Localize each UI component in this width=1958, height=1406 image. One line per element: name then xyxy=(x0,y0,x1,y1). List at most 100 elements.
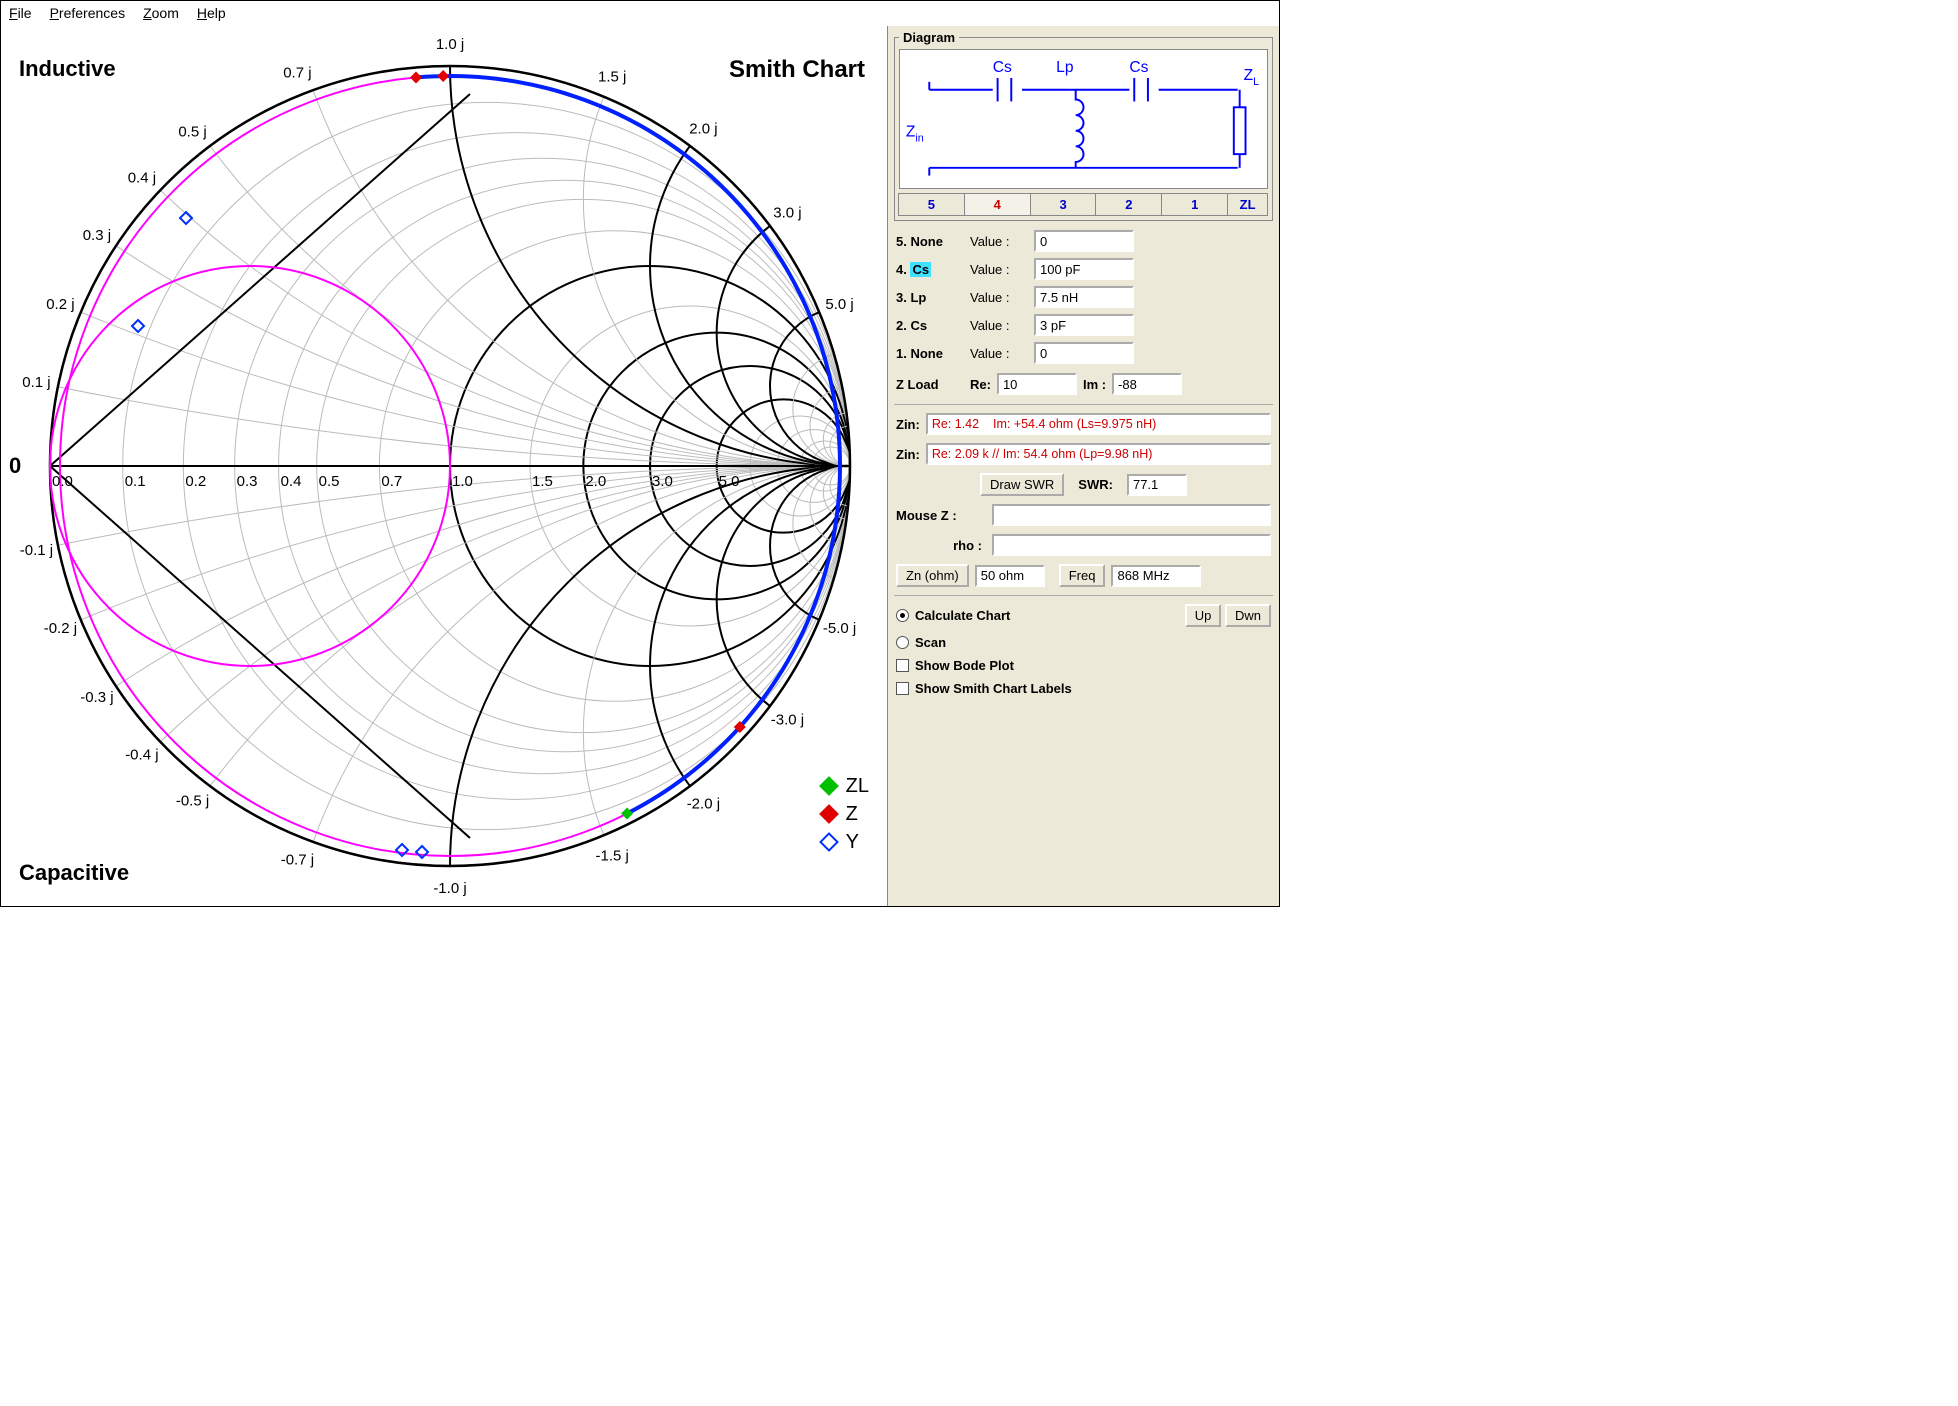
tab-zl[interactable]: ZL xyxy=(1227,193,1268,216)
draw-swr-button[interactable]: Draw SWR xyxy=(980,473,1064,496)
app-window: File Preferences Zoom Help 0.00.10.20.30… xyxy=(0,0,1280,907)
label-zero: 0 xyxy=(9,453,21,479)
mode-row: Calculate Chart Up Dwn xyxy=(894,601,1273,630)
freq-button[interactable]: Freq xyxy=(1059,564,1106,587)
menubar: File Preferences Zoom Help xyxy=(1,1,1279,26)
circuit-diagram: ZinZLCsLpCs xyxy=(899,49,1268,189)
main-content: 0.00.10.20.30.40.50.71.01.52.03.05.00.1 … xyxy=(1,26,1279,906)
zload-row: Z Load Re: Im : xyxy=(894,369,1273,399)
component-list: 5. NoneValue :4. CsValue :3. LpValue :2.… xyxy=(894,227,1273,367)
zn-value[interactable] xyxy=(975,565,1045,587)
svg-text:1.5 j: 1.5 j xyxy=(598,68,626,85)
zin1-label: Zin: xyxy=(896,417,920,432)
side-panel: Diagram ZinZLCsLpCs 5 4 3 2 1 ZL 5. None… xyxy=(887,26,1279,906)
radio-scan[interactable]: Scan xyxy=(896,635,946,650)
legend-zl: ZL xyxy=(822,772,869,800)
tab-5[interactable]: 5 xyxy=(898,193,965,216)
mouse-z-row: Mouse Z : xyxy=(894,501,1273,529)
zload-label: Z Load xyxy=(896,377,964,392)
svg-text:0.1: 0.1 xyxy=(125,473,146,490)
zload-im-input[interactable] xyxy=(1112,373,1182,395)
svg-text:0.4: 0.4 xyxy=(281,473,302,490)
tab-4[interactable]: 4 xyxy=(964,193,1031,216)
swr-label: SWR: xyxy=(1078,477,1113,492)
legend-y: Y xyxy=(822,828,869,856)
smith-chart-svg: 0.00.10.20.30.40.50.71.01.52.03.05.00.1 … xyxy=(1,26,887,906)
svg-text:0.3: 0.3 xyxy=(237,473,258,490)
svg-text:3.0 j: 3.0 j xyxy=(773,205,801,222)
zload-re-input[interactable] xyxy=(997,373,1077,395)
component-tabs: 5 4 3 2 1 ZL xyxy=(899,193,1268,216)
value-label: Value : xyxy=(970,290,1028,305)
check-labels[interactable]: Show Smith Chart Labels xyxy=(896,681,1072,696)
zload-re-label: Re: xyxy=(970,377,991,392)
svg-text:0.4 j: 0.4 j xyxy=(128,170,156,187)
component-value-input[interactable] xyxy=(1034,314,1134,336)
menu-zoom[interactable]: Zoom xyxy=(143,5,179,21)
component-value-input[interactable] xyxy=(1034,230,1134,252)
component-row-3: 3. Lp Value : xyxy=(894,283,1273,311)
swr-row: Draw SWR SWR: xyxy=(894,470,1273,499)
radio-calculate[interactable]: Calculate Chart xyxy=(896,608,1010,623)
svg-text:5.0 j: 5.0 j xyxy=(825,296,853,313)
zin1-value[interactable] xyxy=(926,413,1271,435)
zin1-row: Zin: xyxy=(894,410,1273,438)
svg-text:-3.0 j: -3.0 j xyxy=(771,711,804,728)
mouse-rho-value[interactable] xyxy=(992,534,1271,556)
menu-file[interactable]: File xyxy=(9,5,32,21)
value-label: Value : xyxy=(970,346,1028,361)
component-idx: 5. None xyxy=(896,234,964,249)
zin2-label: Zin: xyxy=(896,447,920,462)
svg-text:Lp: Lp xyxy=(1056,59,1074,76)
svg-text:3.0: 3.0 xyxy=(652,473,673,490)
svg-text:-2.0 j: -2.0 j xyxy=(687,795,720,812)
svg-text:-0.3 j: -0.3 j xyxy=(80,689,113,706)
swr-value[interactable] xyxy=(1127,474,1187,496)
component-idx: 2. Cs xyxy=(896,318,964,333)
component-value-input[interactable] xyxy=(1034,342,1134,364)
zn-freq-row: Zn (ohm) Freq xyxy=(894,561,1273,590)
value-label: Value : xyxy=(970,262,1028,277)
menu-help[interactable]: Help xyxy=(197,5,226,21)
tab-1[interactable]: 1 xyxy=(1161,193,1228,216)
dwn-button[interactable]: Dwn xyxy=(1225,604,1271,627)
freq-value[interactable] xyxy=(1111,565,1201,587)
component-row-2: 2. Cs Value : xyxy=(894,311,1273,339)
svg-text:0.5: 0.5 xyxy=(319,473,340,490)
mouse-rho-row: rho : xyxy=(894,531,1273,559)
svg-text:0.2 j: 0.2 j xyxy=(46,296,74,313)
component-value-input[interactable] xyxy=(1034,286,1134,308)
svg-text:Cs: Cs xyxy=(1129,59,1148,76)
svg-text:ZL: ZL xyxy=(1244,67,1260,88)
component-value-input[interactable] xyxy=(1034,258,1134,280)
value-label: Value : xyxy=(970,318,1028,333)
component-idx: 3. Lp xyxy=(896,290,964,305)
zn-button[interactable]: Zn (ohm) xyxy=(896,564,969,587)
mouse-z-label: Mouse Z : xyxy=(896,508,986,523)
svg-text:-5.0 j: -5.0 j xyxy=(823,620,856,637)
check-bode-row: Show Bode Plot xyxy=(894,655,1273,676)
zload-im-label: Im : xyxy=(1083,377,1106,392)
menu-preferences[interactable]: Preferences xyxy=(50,5,126,21)
svg-text:1.0 j: 1.0 j xyxy=(436,36,464,53)
tab-3[interactable]: 3 xyxy=(1030,193,1097,216)
zin2-value[interactable] xyxy=(926,443,1271,465)
svg-text:-0.4 j: -0.4 j xyxy=(125,746,158,763)
svg-text:0.5 j: 0.5 j xyxy=(178,124,206,141)
legend: ZL Z Y xyxy=(822,772,869,856)
svg-text:-0.7 j: -0.7 j xyxy=(281,851,314,868)
svg-text:5.0: 5.0 xyxy=(719,473,740,490)
mouse-z-value[interactable] xyxy=(992,504,1271,526)
component-row-4: 4. CsValue : xyxy=(894,255,1273,283)
diagram-fieldset: Diagram ZinZLCsLpCs 5 4 3 2 1 ZL xyxy=(894,30,1273,221)
svg-text:-1.5 j: -1.5 j xyxy=(595,848,628,865)
svg-text:1.5: 1.5 xyxy=(532,473,553,490)
check-bode[interactable]: Show Bode Plot xyxy=(896,658,1014,673)
up-button[interactable]: Up xyxy=(1185,604,1222,627)
component-idx: 1. None xyxy=(896,346,964,361)
check-labels-row: Show Smith Chart Labels xyxy=(894,678,1273,699)
svg-text:0.1 j: 0.1 j xyxy=(22,374,50,391)
zin2-row: Zin: xyxy=(894,440,1273,468)
tab-2[interactable]: 2 xyxy=(1095,193,1162,216)
svg-text:-0.5 j: -0.5 j xyxy=(176,792,209,809)
